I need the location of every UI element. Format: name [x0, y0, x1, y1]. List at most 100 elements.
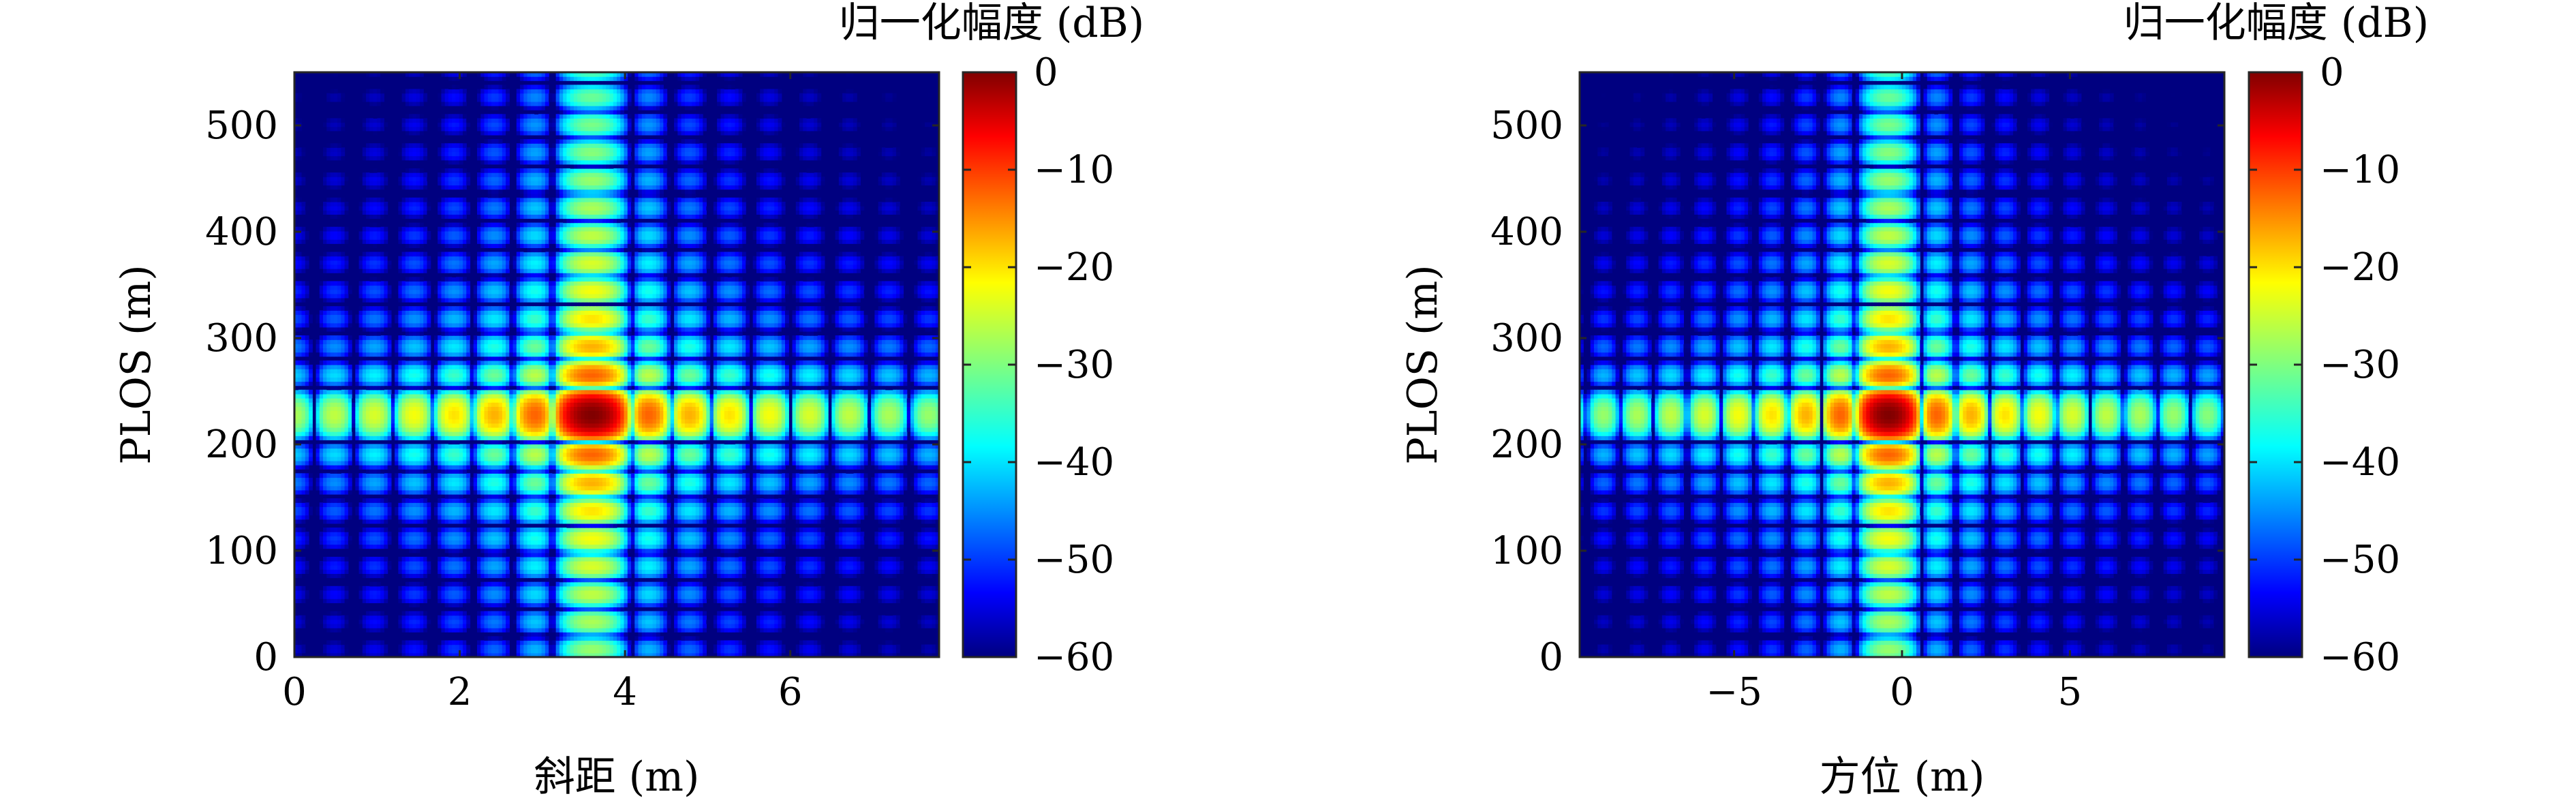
heatmap-cell: [344, 585, 349, 591]
heatmap-cell: [735, 502, 739, 507]
heatmap-cell: [817, 532, 822, 536]
heatmap-cell: [792, 485, 797, 491]
heatmap-cell: [727, 515, 732, 520]
heatmap-cell: [703, 644, 707, 650]
heatmap-cell: [463, 652, 467, 657]
heatmap-cell: [624, 502, 628, 507]
heatmap-cell: [487, 502, 492, 507]
heatmap-cell: [581, 623, 585, 628]
heatmap-cell: [487, 548, 492, 553]
heatmap-cell: [301, 506, 306, 512]
heatmap-cell: [688, 581, 692, 587]
heatmap-cell: [674, 515, 678, 520]
heatmap-cell: [326, 506, 331, 512]
heatmap-cell: [444, 573, 449, 579]
heatmap-cell: [401, 532, 406, 536]
heatmap-cell: [652, 603, 657, 608]
heatmap-cell: [695, 640, 700, 645]
heatmap-cell: [624, 552, 628, 558]
heatmap-cell: [727, 573, 732, 579]
heatmap-cell: [595, 511, 600, 516]
heatmap-cell: [652, 540, 657, 545]
heatmap-cell: [369, 502, 374, 507]
heatmap-cell: [857, 536, 861, 540]
heatmap-cell: [316, 506, 320, 512]
heatmap-cell: [699, 489, 703, 495]
heatmap-cell: [441, 519, 446, 524]
heatmap-cell: [298, 594, 303, 599]
heatmap-cell: [713, 585, 718, 591]
heatmap-cell: [889, 506, 893, 512]
heatmap-cell: [563, 598, 568, 603]
heatmap-cell: [638, 511, 643, 516]
heatmap-cell: [566, 485, 571, 491]
heatmap-cell: [660, 603, 664, 608]
heatmap-cell: [581, 536, 585, 540]
heatmap-cell: [520, 506, 524, 512]
heatmap-cell: [778, 615, 782, 620]
heatmap-cell: [606, 540, 611, 545]
heatmap-cell: [881, 569, 886, 575]
heatmap-cell: [706, 506, 711, 512]
heatmap-cell: [656, 652, 660, 657]
heatmap-cell: [617, 573, 621, 579]
heatmap-cell: [595, 636, 600, 641]
heatmap-cell: [552, 628, 557, 633]
heatmap-cell: [692, 485, 696, 491]
heatmap-cell: [427, 585, 431, 591]
heatmap-cell: [581, 485, 585, 491]
heatmap-cell: [341, 640, 346, 645]
heatmap-cell: [767, 498, 771, 503]
heatmap-cell: [566, 594, 571, 599]
heatmap-cell: [358, 648, 363, 654]
heatmap-cell: [387, 506, 392, 512]
heatmap-cell: [573, 515, 578, 520]
heatmap-cell: [609, 636, 614, 641]
heatmap-cell: [398, 511, 403, 516]
heatmap-cell: [598, 594, 603, 599]
heatmap-cell: [541, 556, 546, 562]
heatmap-cell: [688, 561, 692, 566]
heatmap-cell: [810, 556, 814, 562]
heatmap-cell: [928, 544, 933, 549]
heatmap-cell: [631, 485, 635, 491]
heatmap-cell: [520, 498, 524, 503]
heatmap-cell: [724, 628, 729, 633]
heatmap-cell: [502, 644, 506, 650]
heatmap-cell: [326, 640, 331, 645]
heatmap-cell: [333, 598, 338, 603]
heatmap-cell: [613, 648, 617, 654]
heatmap-cell: [559, 561, 564, 566]
heatmap-cell: [624, 569, 628, 575]
heatmap-cell: [921, 485, 925, 491]
heatmap-cell: [563, 548, 568, 553]
heatmap-cell: [846, 585, 850, 591]
heatmap-cell: [874, 536, 879, 540]
heatmap-cell: [846, 515, 850, 520]
heatmap-cell: [555, 493, 560, 499]
heatmap-cell: [506, 565, 510, 570]
heatmap-cell: [857, 544, 861, 549]
heatmap-cell: [452, 585, 457, 591]
heatmap-cell: [398, 536, 403, 540]
heatmap-cell: [674, 556, 678, 562]
heatmap-cell: [810, 623, 814, 628]
heatmap-cell: [459, 623, 463, 628]
heatmap-cell: [477, 536, 481, 540]
heatmap-cell: [423, 532, 428, 536]
heatmap-cell: [584, 485, 589, 491]
heatmap-cell: [803, 585, 808, 591]
heatmap-cell: [330, 561, 335, 566]
heatmap-cell: [516, 544, 521, 549]
heatmap-cell: [806, 511, 811, 516]
heatmap-cell: [448, 502, 453, 507]
heatmap-cell: [849, 619, 854, 624]
heatmap-cell: [333, 585, 338, 591]
heatmap-cell: [438, 598, 442, 603]
heatmap-cell: [799, 519, 803, 524]
heatmap-cell: [857, 506, 861, 512]
heatmap-cell: [563, 540, 568, 545]
heatmap-cell: [441, 619, 446, 624]
heatmap-cell: [538, 515, 542, 520]
heatmap-cell: [416, 628, 420, 633]
